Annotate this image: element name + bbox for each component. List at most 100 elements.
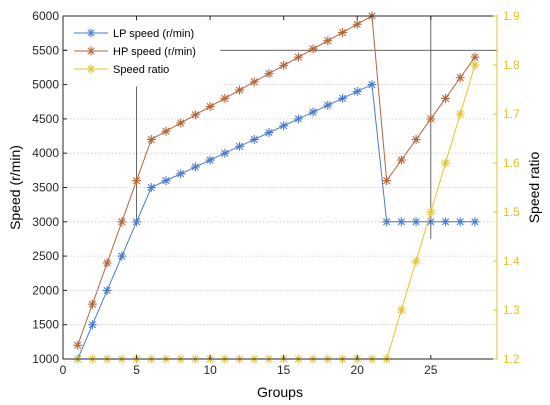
series-1 (73, 80, 480, 364)
data-point (426, 207, 436, 217)
data-point (161, 176, 171, 186)
data-point (102, 258, 112, 268)
legend-item: LP speed (r/min) (74, 28, 194, 40)
data-point (470, 52, 480, 62)
data-point (264, 128, 274, 138)
x-tick-label: 10 (203, 363, 217, 377)
y-tick-label: 3000 (32, 215, 59, 229)
data-point (396, 155, 406, 165)
legend-marker (86, 46, 96, 56)
data-point (338, 93, 348, 103)
data-point (117, 251, 127, 261)
data-point (102, 285, 112, 295)
data-point (176, 118, 186, 128)
y-right-tick-label: 1.2 (503, 352, 520, 366)
legend-item: Speed ratio (74, 64, 169, 76)
data-point (249, 134, 259, 144)
data-point (411, 217, 421, 227)
series-line (77, 83, 475, 360)
data-point (352, 19, 362, 29)
data-point (87, 320, 97, 330)
data-point (455, 73, 465, 83)
legend: LP speed (r/min) HP speed (r/min) Speed ra… (67, 20, 221, 87)
y-tick-label: 3500 (32, 181, 59, 195)
data-point (205, 102, 215, 112)
data-point (117, 217, 127, 227)
y-right-tick-label: 1.5 (503, 205, 520, 219)
legend-marker (86, 28, 96, 38)
data-point (396, 305, 406, 315)
y-tick-label: 5500 (32, 43, 59, 57)
data-point (73, 340, 83, 350)
data-point (264, 69, 274, 79)
y-right-tick-label: 1.6 (503, 156, 520, 170)
y-tick-label: 2000 (32, 283, 59, 297)
data-point (338, 27, 348, 37)
y-tick-label: 6000 (32, 9, 59, 23)
data-point (441, 217, 451, 227)
y-right-axis-ticks: 1.2 1.3 1.4 1.5 1.6 1.7 1.8 1.9 (493, 9, 520, 366)
legend-label: Speed ratio (113, 64, 169, 76)
x-tick-label: 5 (133, 363, 140, 377)
data-point (367, 80, 377, 90)
data-point (87, 299, 97, 309)
data-point (455, 217, 465, 227)
y-tick-label: 2500 (32, 249, 59, 263)
x-tick-label: 25 (424, 363, 438, 377)
data-point (441, 93, 451, 103)
series-3 (73, 60, 480, 364)
data-point (293, 52, 303, 62)
data-point (470, 60, 480, 70)
y-left-axis-label: Speed (r/min) (7, 145, 23, 230)
data-point (396, 217, 406, 227)
data-point (161, 126, 171, 136)
data-point (323, 100, 333, 110)
x-tick-label: 15 (277, 363, 291, 377)
data-point (190, 110, 200, 120)
legend-label: HP speed (r/min) (113, 46, 196, 58)
x-axis-label: Groups (257, 384, 303, 400)
data-point (235, 85, 245, 95)
data-point (146, 134, 156, 144)
data-point (352, 86, 362, 96)
data-point (176, 169, 186, 179)
data-point (279, 60, 289, 70)
data-point (249, 77, 259, 87)
x-tick-label: 20 (351, 363, 365, 377)
data-point (455, 109, 465, 119)
y-tick-label: 4000 (32, 146, 59, 160)
data-point (323, 36, 333, 46)
series-line (77, 15, 476, 346)
x-tick-label: 0 (60, 363, 67, 377)
y-right-tick-label: 1.9 (503, 9, 520, 23)
y-tick-label: 1000 (32, 352, 59, 366)
data-point (411, 134, 421, 144)
data-point (235, 141, 245, 151)
x-axis-ticks: 0 5 10 15 20 25 (60, 16, 438, 377)
data-point (220, 148, 230, 158)
data-point (293, 114, 303, 124)
data-point (426, 114, 436, 124)
y-right-tick-label: 1.3 (503, 303, 520, 317)
data-point (279, 121, 289, 131)
y-right-tick-label: 1.7 (503, 107, 520, 121)
data-point (411, 256, 421, 266)
data-point (308, 44, 318, 54)
y-right-tick-label: 1.8 (503, 58, 520, 72)
data-point (308, 107, 318, 117)
legend-marker (86, 64, 96, 74)
data-point (382, 217, 392, 227)
grid-lines (63, 49, 497, 326)
data-point (205, 155, 215, 165)
y-tick-label: 5000 (32, 78, 59, 92)
series-line (77, 64, 476, 360)
data-point (382, 176, 392, 186)
y-right-tick-label: 1.4 (503, 254, 520, 268)
data-point (146, 183, 156, 192)
legend-label: LP speed (r/min) (113, 28, 194, 40)
y-left-axis-ticks: 1000 1500 2000 2500 3000 3500 4000 4500 5000 5500… (32, 9, 67, 366)
data-point (132, 176, 142, 186)
data-point (132, 217, 142, 227)
data-point (190, 162, 200, 172)
